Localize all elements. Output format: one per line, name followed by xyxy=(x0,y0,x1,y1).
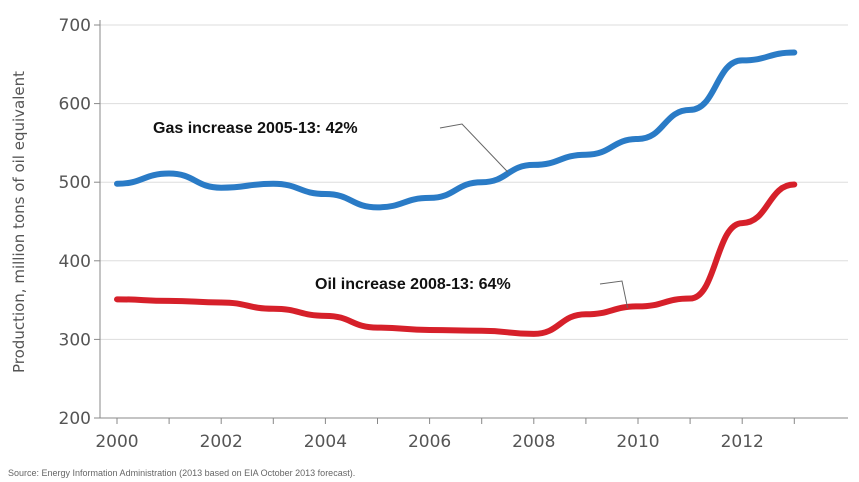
y-tick-label-600: 600 xyxy=(59,95,91,115)
x-tick-label-2002: 2002 xyxy=(200,432,243,452)
x-tick-labels: 2000 2002 2004 2006 2008 2010 2012 xyxy=(95,432,763,452)
source-note: Source: Energy Information Administratio… xyxy=(8,468,356,478)
series-lines xyxy=(114,49,798,337)
y-axis-label: Production, million tons of oil equivale… xyxy=(10,71,28,373)
y-tick-labels: 200 300 400 500 600 700 xyxy=(59,16,91,429)
oil-annotation-leader xyxy=(599,280,629,309)
axes xyxy=(94,20,848,424)
y-tick-label-400: 400 xyxy=(59,252,91,272)
y-tick-label-700: 700 xyxy=(59,16,91,36)
gas-annotation: Gas increase 2005-13: 42% xyxy=(153,120,358,137)
x-tick-label-2012: 2012 xyxy=(721,432,764,452)
y-tick-label-300: 300 xyxy=(59,330,91,350)
x-tick-label-2006: 2006 xyxy=(408,432,451,452)
series-line-1 xyxy=(114,181,798,337)
oil-annotation: Oil increase 2008-13: 64% xyxy=(315,276,511,293)
x-tick-label-2000: 2000 xyxy=(95,432,138,452)
y-tick-label-500: 500 xyxy=(59,173,91,193)
x-tick-label-2004: 2004 xyxy=(304,432,347,452)
y-tick-label-200: 200 xyxy=(59,409,91,429)
gas-annotation-leader xyxy=(439,123,509,173)
x-tick-label-2010: 2010 xyxy=(616,432,659,452)
x-tick-label-2008: 2008 xyxy=(512,432,555,452)
series-line-0 xyxy=(114,49,798,211)
annotations: Gas increase 2005-13: 42% Oil increase 2… xyxy=(153,120,629,309)
